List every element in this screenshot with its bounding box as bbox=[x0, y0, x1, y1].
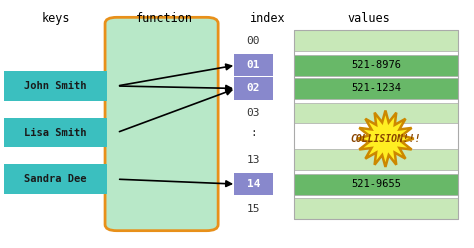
Text: function: function bbox=[136, 12, 192, 25]
FancyBboxPatch shape bbox=[293, 78, 458, 99]
Text: Sandra Dee: Sandra Dee bbox=[24, 174, 87, 184]
Text: 521-8976: 521-8976 bbox=[351, 60, 401, 70]
FancyBboxPatch shape bbox=[293, 198, 458, 219]
Polygon shape bbox=[357, 111, 414, 167]
FancyBboxPatch shape bbox=[293, 149, 458, 170]
FancyBboxPatch shape bbox=[293, 30, 458, 51]
Text: 03: 03 bbox=[247, 108, 260, 118]
FancyBboxPatch shape bbox=[235, 173, 273, 195]
Text: keys: keys bbox=[41, 12, 70, 25]
Text: COLLISION!!!: COLLISION!!! bbox=[350, 134, 421, 144]
FancyBboxPatch shape bbox=[293, 102, 458, 124]
FancyBboxPatch shape bbox=[4, 164, 108, 194]
Text: 521-9655: 521-9655 bbox=[351, 179, 401, 189]
FancyBboxPatch shape bbox=[105, 17, 218, 231]
FancyBboxPatch shape bbox=[235, 54, 273, 76]
Text: Lisa Smith: Lisa Smith bbox=[24, 127, 87, 138]
FancyBboxPatch shape bbox=[293, 174, 458, 194]
FancyBboxPatch shape bbox=[235, 77, 273, 100]
Text: :: : bbox=[250, 127, 257, 138]
Text: 15: 15 bbox=[247, 204, 260, 214]
Text: index: index bbox=[250, 12, 285, 25]
Text: 01: 01 bbox=[247, 60, 260, 70]
Text: 00: 00 bbox=[247, 36, 260, 46]
Text: 521-1234: 521-1234 bbox=[351, 83, 401, 93]
FancyBboxPatch shape bbox=[4, 118, 108, 147]
FancyBboxPatch shape bbox=[293, 55, 458, 76]
Text: 02: 02 bbox=[247, 83, 260, 93]
Text: values: values bbox=[347, 12, 390, 25]
FancyBboxPatch shape bbox=[4, 71, 108, 101]
Text: 14: 14 bbox=[247, 179, 260, 189]
Text: John Smith: John Smith bbox=[24, 81, 87, 91]
Text: 13: 13 bbox=[247, 155, 260, 165]
